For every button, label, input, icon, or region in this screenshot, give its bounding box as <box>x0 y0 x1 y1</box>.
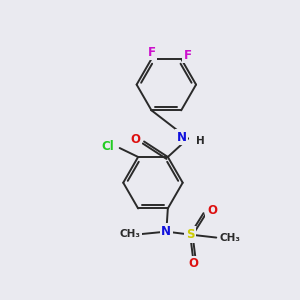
Text: N: N <box>161 225 171 238</box>
Text: S: S <box>186 228 194 241</box>
Text: F: F <box>184 49 192 62</box>
Text: CH₃: CH₃ <box>219 232 240 243</box>
Text: N: N <box>177 130 187 143</box>
Text: H: H <box>196 136 205 146</box>
Text: O: O <box>207 204 217 217</box>
Text: O: O <box>130 133 140 146</box>
Text: O: O <box>188 257 198 270</box>
Text: Cl: Cl <box>102 140 114 153</box>
Text: CH₃: CH₃ <box>119 229 140 239</box>
Text: F: F <box>148 46 155 59</box>
